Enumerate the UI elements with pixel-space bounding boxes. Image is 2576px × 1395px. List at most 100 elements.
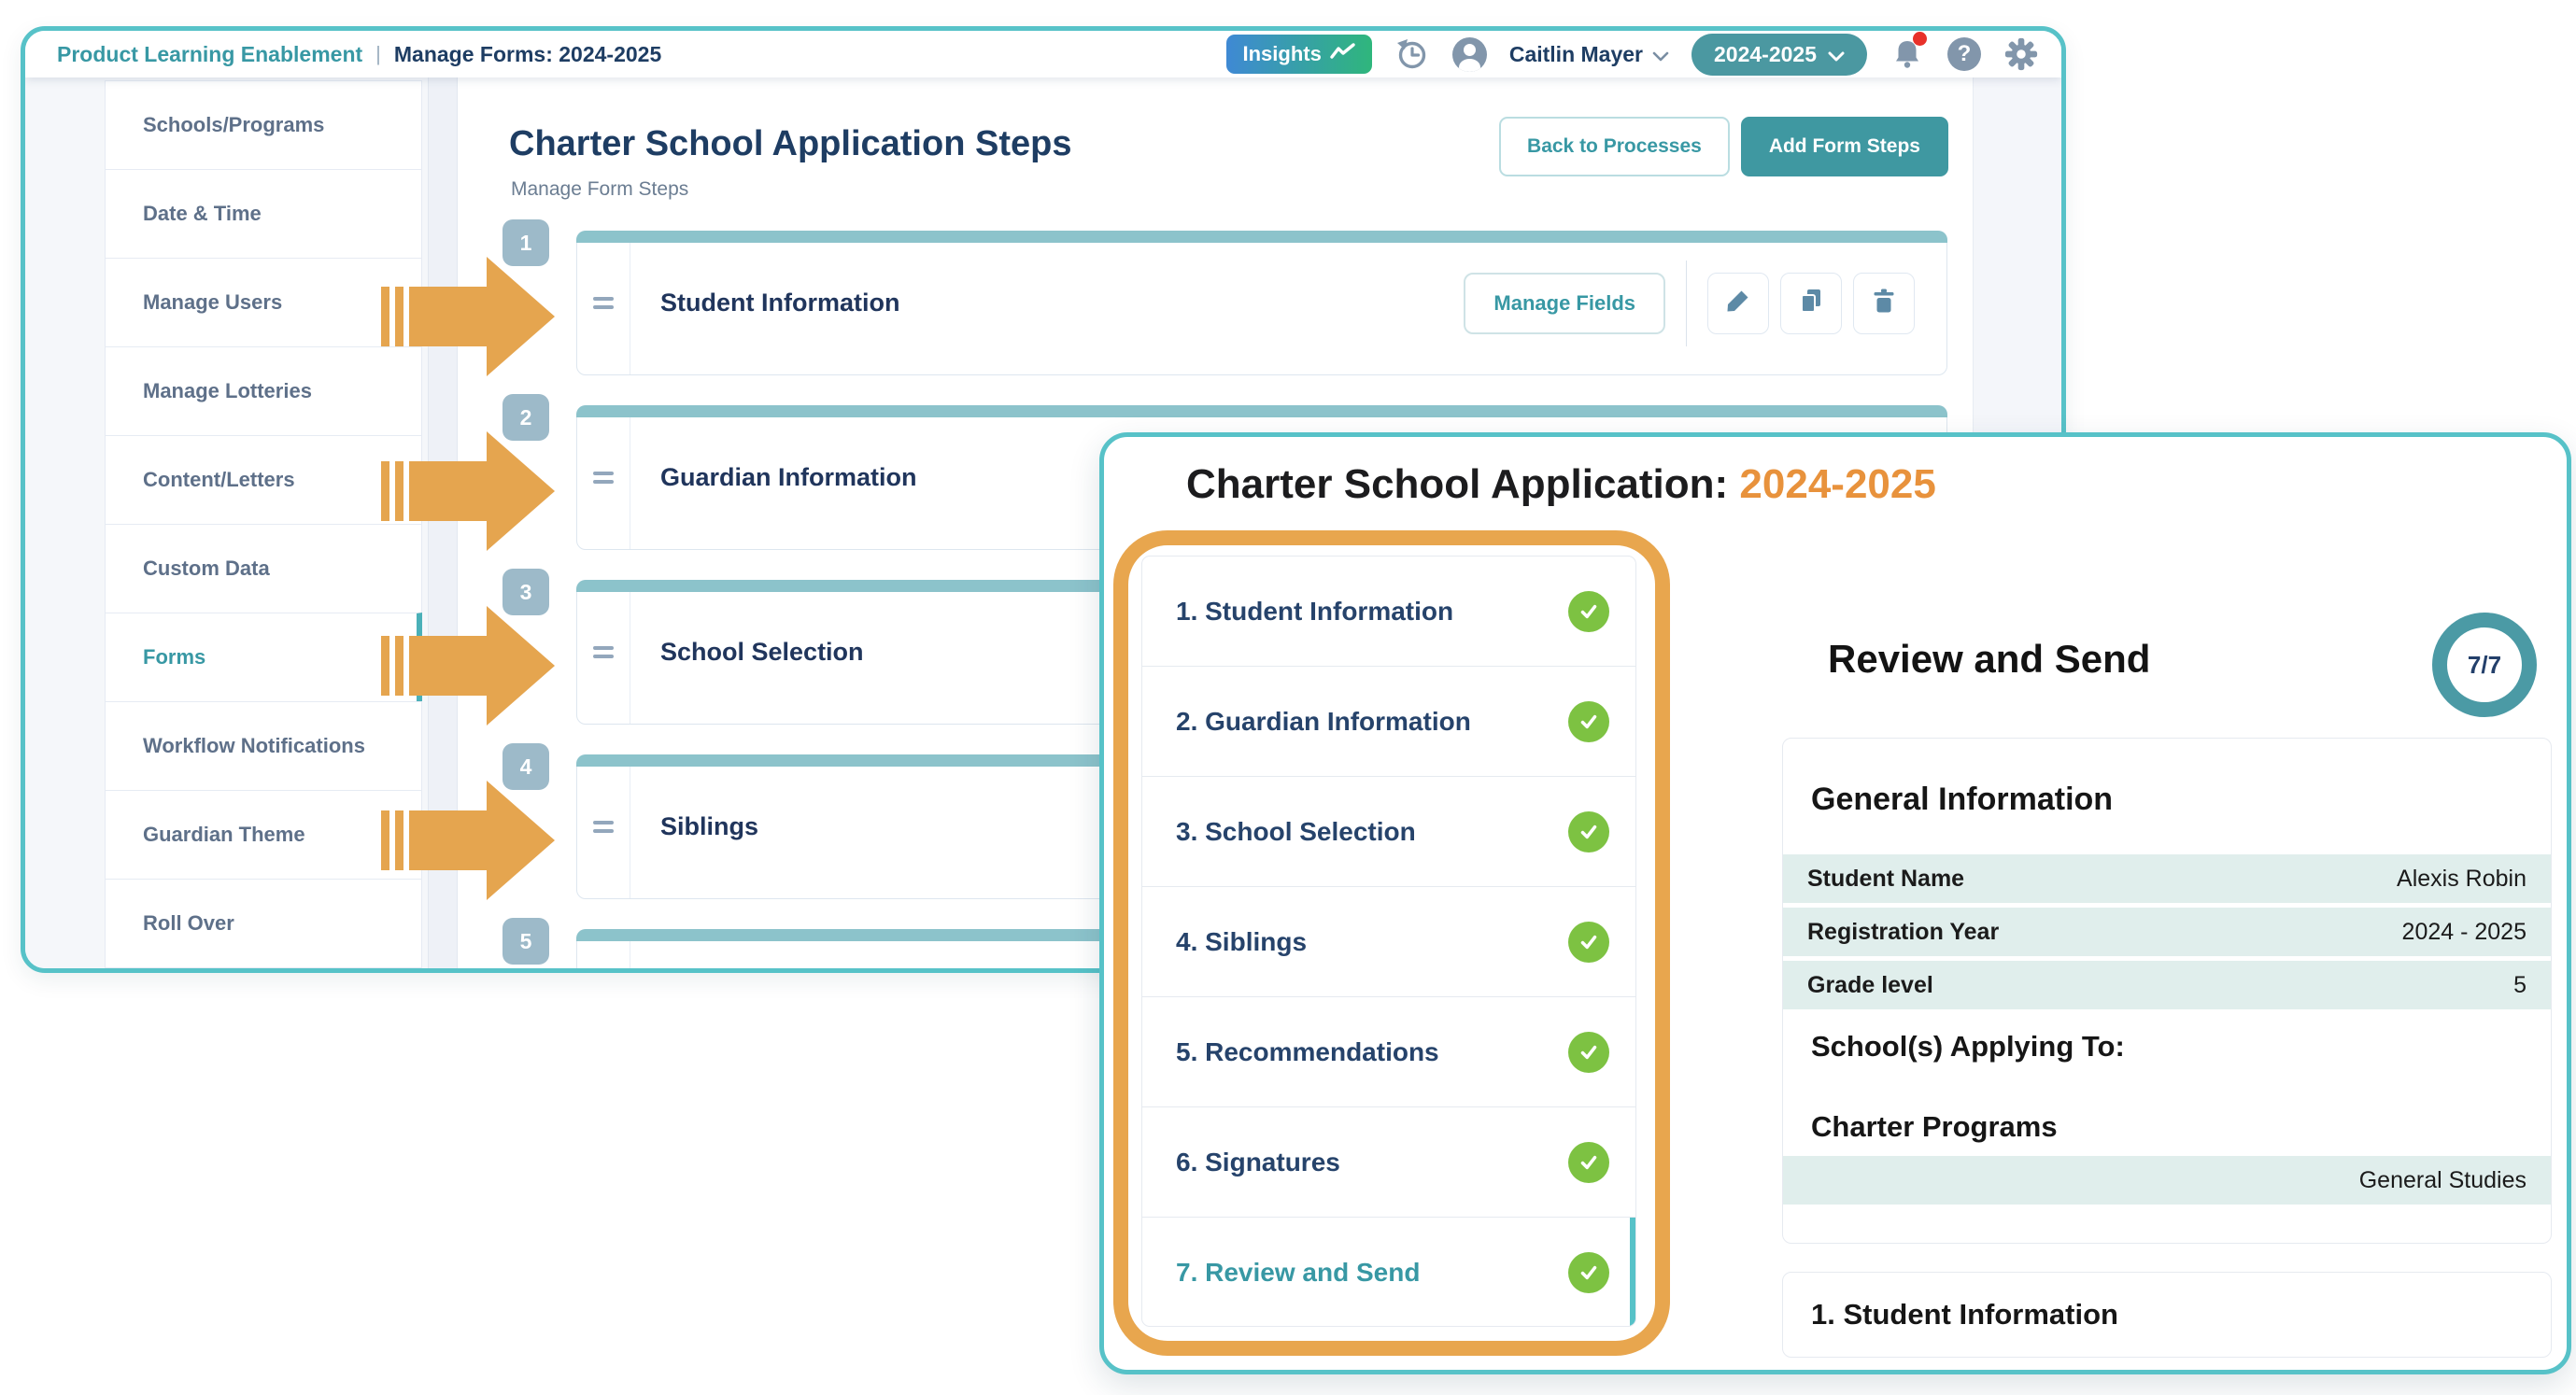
add-form-steps-button[interactable]: Add Form Steps	[1740, 117, 1948, 176]
sidebar-items: Schools/Programs Date & Time Manage User…	[105, 80, 422, 968]
sidebar-item-forms[interactable]: Forms	[105, 613, 422, 702]
edit-step-button[interactable]	[1707, 272, 1769, 334]
copy-icon	[1797, 287, 1825, 319]
pencil-icon	[1724, 287, 1752, 319]
chevron-down-icon	[1828, 42, 1845, 67]
nav-step-school-selection[interactable]: 3. School Selection	[1142, 777, 1635, 887]
info-value: 2024 - 2025	[2401, 918, 2526, 945]
duplicate-step-button[interactable]	[1780, 272, 1842, 334]
sidebar-item-custom-data[interactable]: Custom Data	[105, 524, 422, 613]
step-card-title: Siblings	[660, 812, 759, 840]
annotation-arrow	[381, 426, 559, 561]
year-selector-value: 2024-2025	[1714, 41, 1817, 66]
progress-value: 7/7	[2467, 650, 2502, 679]
step-complete-check-icon	[1568, 1031, 1609, 1073]
general-information-title: General Information	[1811, 782, 2114, 817]
insights-label: Insights	[1242, 42, 1322, 65]
nav-step-recommendations[interactable]: 5. Recommendations	[1142, 997, 1635, 1107]
nav-step-siblings[interactable]: 4. Siblings	[1142, 887, 1635, 997]
page-subtitle: Manage Form Steps	[511, 178, 689, 200]
sidebar-item-label: Manage Users	[143, 290, 283, 314]
sidebar-item-label: Manage Lotteries	[143, 379, 312, 402]
drag-handle[interactable]	[577, 930, 630, 968]
back-to-processes-button[interactable]: Back to Processes	[1499, 117, 1730, 176]
user-menu[interactable]: Caitlin Mayer	[1509, 42, 1669, 67]
sidebar-item-sync-service[interactable]: Sync Service	[105, 967, 422, 968]
nav-step-guardian-information[interactable]: 2. Guardian Information	[1142, 667, 1635, 777]
annotation-arrow	[381, 251, 559, 387]
schools-applying-heading: School(s) Applying To:	[1811, 1030, 2125, 1063]
sidebar-item-guardian-theme[interactable]: Guardian Theme	[105, 790, 422, 880]
step-complete-check-icon	[1568, 1141, 1609, 1183]
nav-step-review-and-send[interactable]: 7. Review and Send	[1142, 1218, 1635, 1326]
trash-icon	[1870, 287, 1898, 319]
page-title: Charter School Application Steps	[509, 124, 1072, 163]
drag-handle[interactable]	[577, 755, 630, 898]
settings-gear-icon[interactable]	[2003, 36, 2039, 72]
step-complete-check-icon	[1568, 590, 1609, 632]
application-title-year: 2024-2025	[1739, 461, 1936, 507]
info-value: 5	[2513, 971, 2526, 998]
help-icon[interactable]: ?	[1947, 37, 1981, 71]
year-selector-dropdown[interactable]: 2024-2025	[1691, 33, 1867, 76]
page-actions: Back to Processes Add Form Steps	[1499, 117, 1948, 176]
general-information-rows: Student Name Alexis Robin Registration Y…	[1783, 854, 2551, 1014]
step-card-actions: Manage Fields	[1464, 260, 1946, 346]
application-title-prefix: Charter School Application:	[1186, 461, 1740, 507]
manage-fields-button[interactable]: Manage Fields	[1464, 272, 1665, 334]
sidebar-item-label: Guardian Theme	[143, 823, 305, 846]
nav-step-label: 5. Recommendations	[1176, 1036, 1439, 1066]
header-page-title: Manage Forms: 2024-2025	[393, 41, 662, 66]
drag-handle[interactable]	[577, 581, 630, 724]
application-title: Charter School Application: 2024-2025	[1186, 461, 1936, 508]
actions-divider	[1686, 260, 1687, 346]
info-value: Alexis Robin	[2397, 865, 2526, 892]
step-number-badge: 3	[502, 569, 549, 615]
application-preview-window: Charter School Application: 2024-2025 1.…	[1099, 432, 2571, 1374]
step-card-title: Student Information	[660, 289, 900, 317]
info-row-grade-level: Grade level 5	[1783, 961, 2551, 1009]
annotation-arrow	[381, 775, 559, 910]
nav-step-label: 7. Review and Send	[1176, 1258, 1421, 1287]
student-information-section-card: 1. Student Information	[1782, 1272, 2552, 1358]
history-icon[interactable]	[1394, 36, 1430, 72]
step-complete-check-icon	[1568, 921, 1609, 963]
notifications-bell-icon[interactable]	[1890, 32, 1927, 72]
sidebar-item-schools-programs[interactable]: Schools/Programs	[105, 80, 422, 170]
charter-programs-heading: Charter Programs	[1811, 1110, 2058, 1143]
nav-step-label: 1. Student Information	[1176, 596, 1454, 626]
info-label: Registration Year	[1807, 918, 2000, 945]
nav-step-student-information[interactable]: 1. Student Information	[1142, 557, 1635, 667]
drag-handle[interactable]	[577, 232, 630, 374]
review-panel-heading: Review and Send	[1828, 637, 2151, 681]
step-number-badge: 5	[502, 918, 549, 965]
app-header: Product Learning Enablement | Manage For…	[25, 31, 2061, 78]
application-step-nav: 1. Student Information 2. Guardian Infor…	[1141, 556, 1636, 1327]
drag-handle[interactable]	[577, 406, 630, 549]
avatar-body	[1458, 58, 1480, 72]
sidebar-item-manage-lotteries[interactable]: Manage Lotteries	[105, 346, 422, 436]
nav-step-signatures[interactable]: 6. Signatures	[1142, 1107, 1635, 1218]
sidebar-item-manage-users[interactable]: Manage Users	[105, 258, 422, 347]
delete-step-button[interactable]	[1853, 272, 1915, 334]
info-row-registration-year: Registration Year 2024 - 2025	[1783, 908, 2551, 956]
nav-step-label: 3. School Selection	[1176, 816, 1416, 846]
step-card-title: Guardian Information	[660, 463, 917, 491]
sidebar-item-content-letters[interactable]: Content/Letters	[105, 435, 422, 525]
sidebar-item-date-time[interactable]: Date & Time	[105, 169, 422, 259]
insights-button[interactable]: Insights	[1225, 35, 1372, 74]
nav-step-label: 2. Guardian Information	[1176, 706, 1471, 736]
annotation-arrow	[381, 600, 559, 736]
user-avatar-icon[interactable]	[1451, 36, 1487, 72]
sidebar-item-label: Custom Data	[143, 557, 270, 580]
sidebar-item-workflow-notifications[interactable]: Workflow Notifications	[105, 701, 422, 791]
nav-step-label: 6. Signatures	[1176, 1147, 1340, 1177]
progress-ring: 7/7	[2432, 613, 2537, 717]
step-card-student-information: Student Information Manage Fields	[576, 231, 1947, 375]
sidebar-item-label: Workflow Notifications	[143, 734, 365, 757]
step-number-badge: 2	[502, 394, 549, 441]
nav-step-label: 4. Siblings	[1176, 926, 1308, 956]
sidebar-item-roll-over[interactable]: Roll Over	[105, 879, 422, 968]
info-label: Student Name	[1807, 865, 1965, 892]
